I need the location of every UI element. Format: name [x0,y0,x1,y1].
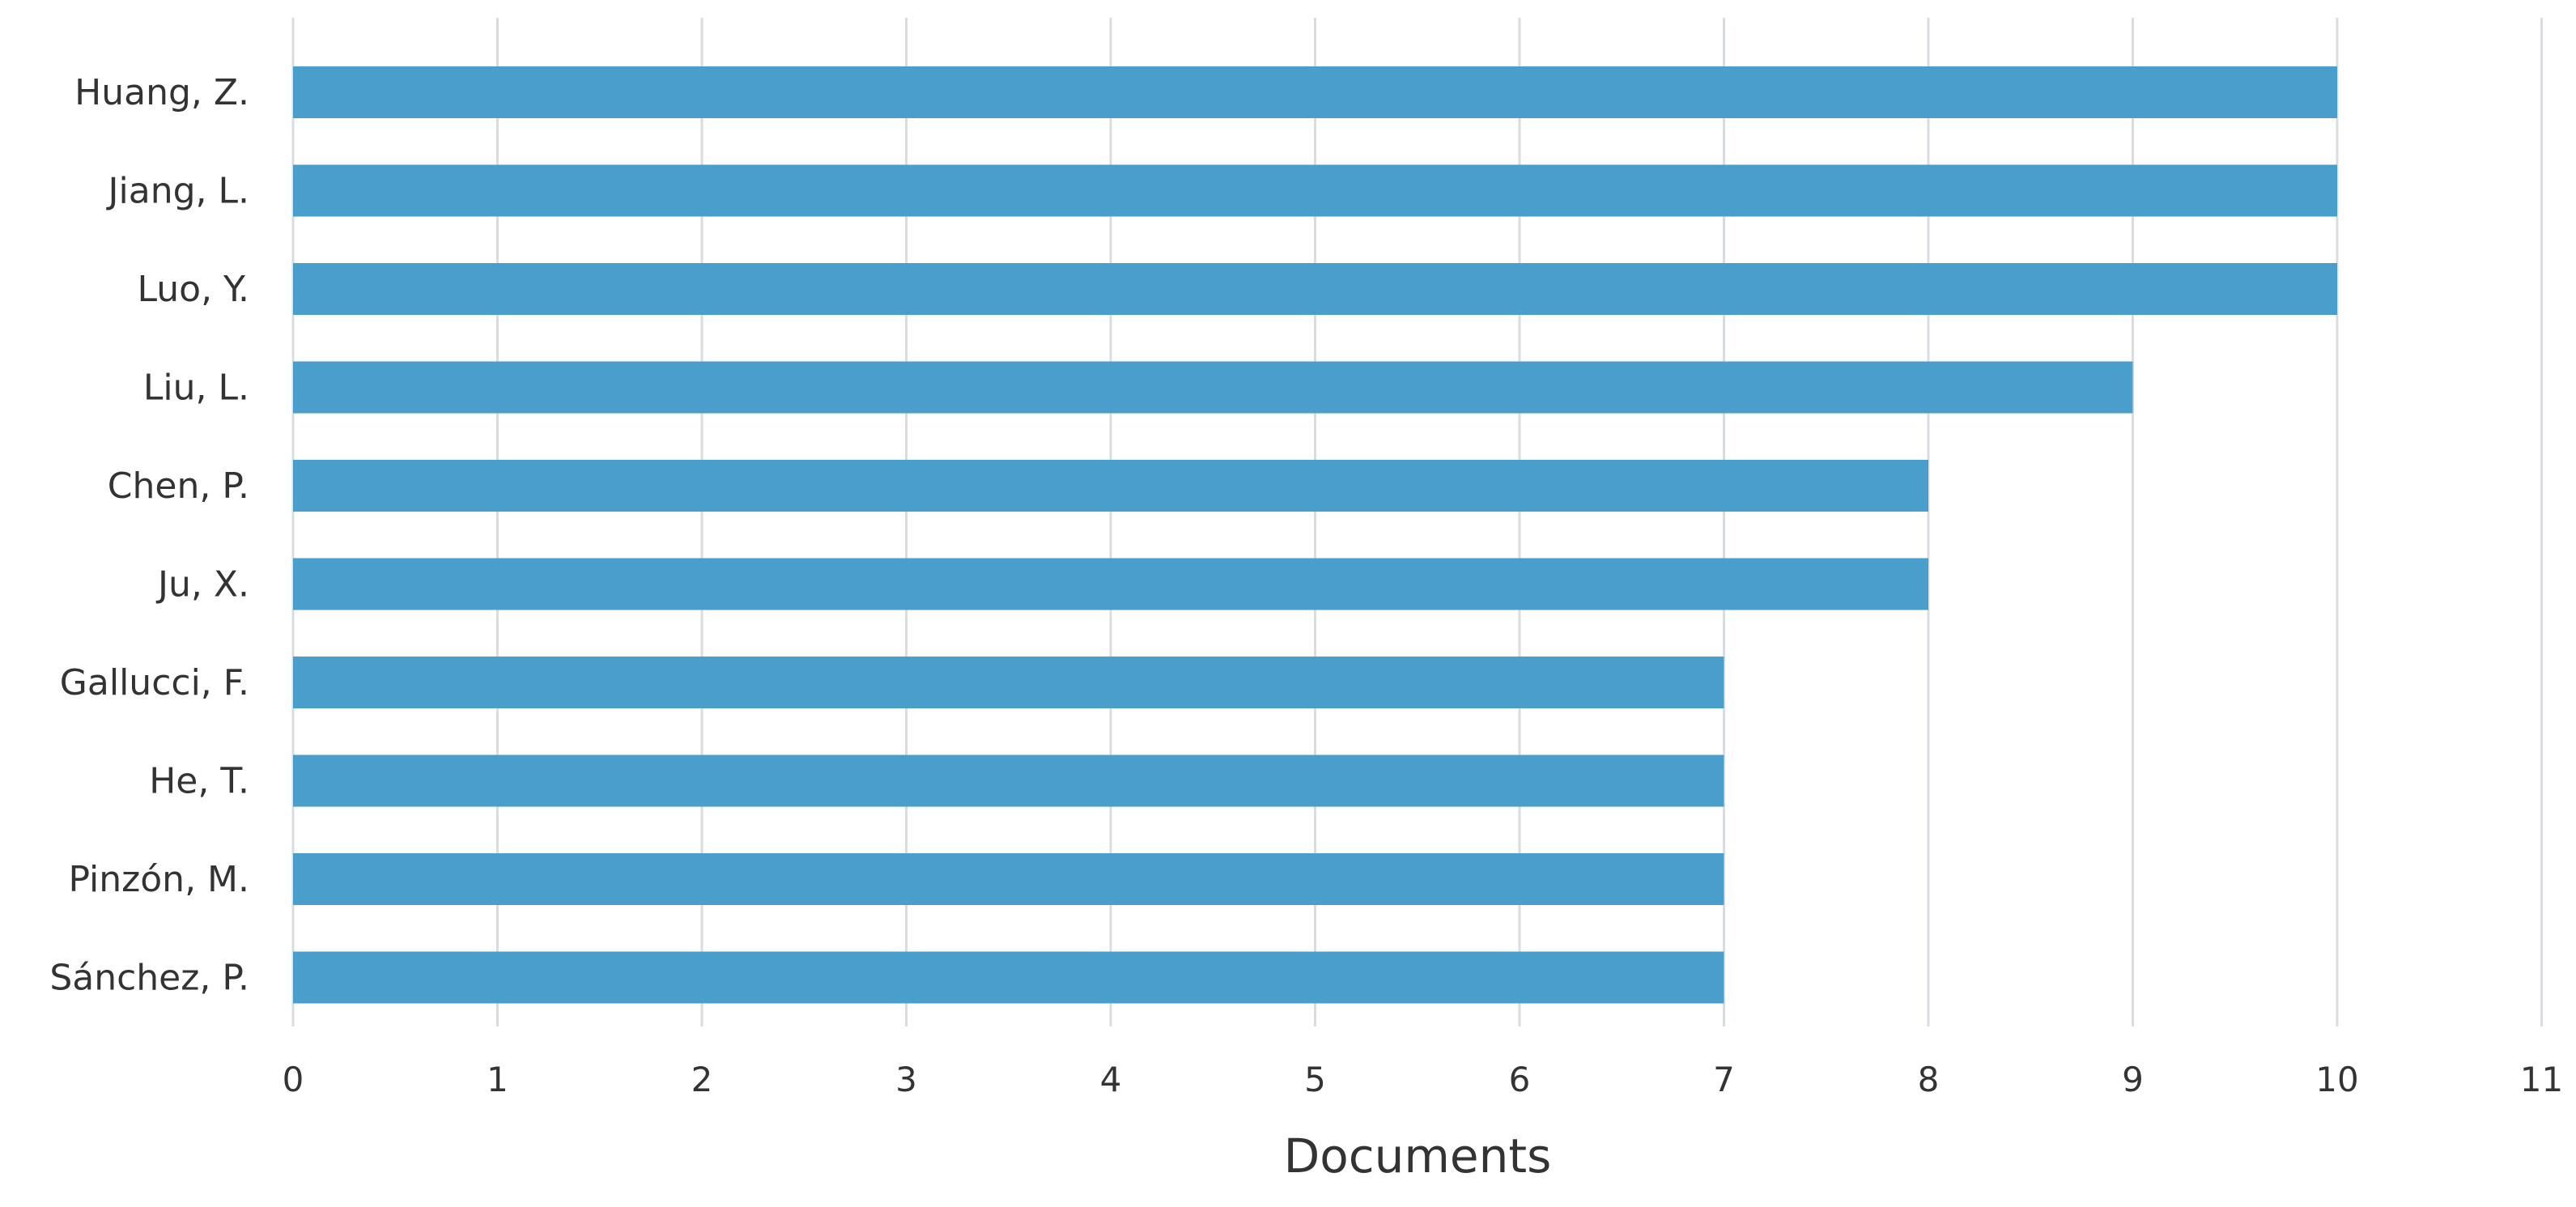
bar [293,263,2337,315]
bar [293,361,2133,414]
x-tick-label: 0 [283,1060,304,1099]
bar [293,754,1724,807]
category-label: Chen, P. [108,465,249,507]
bar [293,853,1724,905]
bar [293,164,2337,217]
x-tick-labels: 0 1 2 3 4 5 6 7 8 9 10 11 [283,1060,2564,1099]
x-tick-label: 1 [487,1060,508,1099]
category-label: Sánchez, P. [49,958,249,999]
x-tick-label: 10 [2315,1060,2358,1099]
category-label: Luo, Y. [138,269,249,310]
x-tick-label: 8 [1918,1060,1940,1099]
x-tick-label: 3 [895,1060,917,1099]
x-tick-label: 5 [1304,1060,1326,1099]
bar [293,558,1928,610]
category-label: Huang, Z. [74,72,249,113]
category-label: Jiang, L. [106,171,249,212]
category-labels: Huang, Z. Jiang, L. Luo, Y. Liu, L. Chen, P.… [49,72,249,999]
category-label: Pinzón, M. [68,859,249,900]
bar [293,657,1724,708]
bar [293,951,1724,1004]
category-label: Ju, X. [155,564,249,606]
x-tick-label: 4 [1100,1060,1122,1099]
x-tick-label: 6 [1509,1060,1531,1099]
bar [293,66,2337,118]
bars [293,66,2337,1004]
category-label: Liu, L. [143,368,249,409]
x-tick-label: 2 [691,1060,713,1099]
bar [293,460,1928,512]
x-tick-label: 11 [2520,1060,2563,1099]
category-label: Gallucci, F. [60,662,249,703]
category-label: He, T. [149,761,249,802]
x-tick-label: 7 [1713,1060,1735,1099]
x-axis-title: Documents [1284,1128,1552,1184]
x-tick-label: 9 [2122,1060,2144,1099]
